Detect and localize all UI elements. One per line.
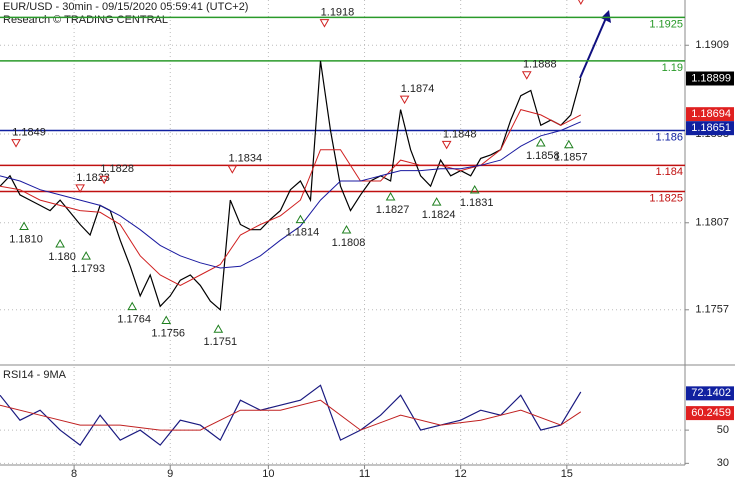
y-tick-label: 1.1757 [695, 304, 729, 316]
y-tick-label: 50 [717, 424, 729, 436]
low-label: 1.1814 [286, 226, 320, 238]
low-marker [81, 251, 91, 260]
low-label: 1.1810 [9, 233, 43, 245]
price-tag-label: 1.18694 [691, 108, 731, 120]
low-label: 1.1793 [71, 263, 105, 275]
low-label: 1.1857 [554, 152, 588, 164]
low-label: 1.1824 [422, 209, 456, 221]
high-marker [399, 95, 410, 105]
high-marker [521, 71, 532, 80]
low-marker [19, 221, 29, 231]
high-marker [227, 165, 238, 174]
y-tick-label: 1.1909 [695, 39, 729, 51]
series-line [0, 384, 582, 446]
low-marker [385, 191, 396, 201]
price-tag-label: 1.18651 [691, 122, 731, 134]
trend-arrow-head [601, 10, 611, 23]
high-label: 1.1888 [523, 59, 557, 71]
low-marker [469, 184, 480, 194]
high-marker [11, 139, 21, 148]
high-marker [441, 140, 452, 150]
high-marker [578, 0, 584, 5]
price-tag-label: 60.2459 [691, 407, 731, 419]
low-marker [213, 324, 224, 333]
low-marker [127, 301, 138, 311]
low-marker [341, 225, 352, 234]
price-tag [686, 107, 734, 122]
high-label: 1.1823 [76, 172, 110, 184]
level-label: 1.184 [655, 166, 683, 178]
high-marker [319, 19, 330, 28]
y-tick-label: 30 [717, 457, 729, 469]
high-label: 1.1874 [401, 83, 435, 95]
level-label: 1.1825 [649, 192, 683, 204]
high-label: 1.1834 [229, 153, 263, 165]
low-marker [535, 138, 546, 147]
x-tick-label: 8 [71, 468, 77, 480]
price-tag [686, 406, 734, 421]
price-tag [686, 121, 734, 136]
chart-subtitle: Research © TRADING CENTRAL [3, 14, 168, 26]
x-tick-label: 11 [359, 468, 370, 480]
level-label: 1.186 [655, 131, 683, 143]
series-line [0, 121, 581, 269]
rsi-title: RSI14 - 9MA [3, 369, 67, 381]
high-label: 1.1848 [443, 128, 477, 140]
price-tag-label: 72.1402 [691, 387, 731, 399]
x-tick-label: 10 [262, 468, 274, 480]
low-marker [295, 214, 306, 224]
high-label: 1.1918 [321, 6, 355, 18]
low-label: 1.180 [48, 251, 76, 263]
y-tick-label: 1.1807 [695, 217, 729, 229]
price-tag [686, 71, 734, 86]
x-tick-label: 15 [561, 468, 573, 480]
low-label: 1.1756 [151, 327, 185, 339]
series-line [0, 60, 582, 312]
low-label: 1.1808 [332, 237, 366, 249]
high-label: 1.1828 [100, 163, 134, 175]
low-marker [563, 139, 574, 149]
level-label: 1.1925 [649, 18, 683, 30]
series-line [0, 109, 582, 286]
high-label: 1.1849 [12, 127, 46, 139]
low-label: 1.1858 [526, 150, 560, 162]
low-label: 1.1751 [203, 336, 237, 348]
chart-title: EUR/USD - 30min - 09/15/2020 05:59:41 (U… [3, 1, 248, 13]
price-tag-label: 1.18899 [691, 72, 731, 84]
trend-arrow [579, 17, 607, 79]
low-marker [161, 315, 172, 325]
series-line [0, 399, 582, 431]
low-marker [431, 197, 442, 206]
price-tag [686, 386, 734, 401]
level-label: 1.19 [662, 62, 683, 74]
high-marker [99, 175, 110, 185]
x-tick-label: 12 [455, 468, 467, 480]
low-label: 1.1764 [117, 314, 151, 326]
high-marker [75, 184, 85, 193]
x-tick-label: 9 [167, 468, 173, 480]
low-label: 1.1827 [376, 204, 410, 216]
low-marker [55, 238, 65, 248]
low-label: 1.1831 [460, 197, 494, 209]
